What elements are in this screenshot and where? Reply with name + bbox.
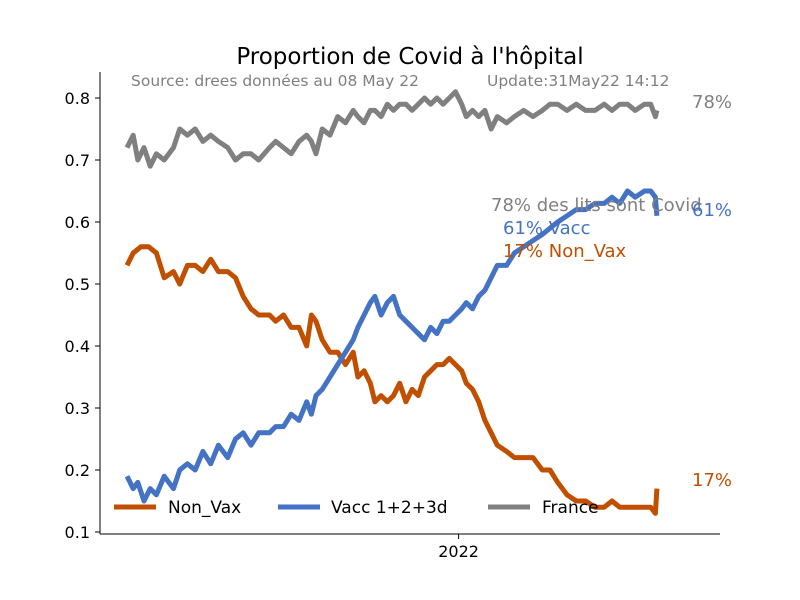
y-tick-label: 0.3 xyxy=(65,399,90,418)
legend-item-vacc: Vacc 1+2+3d xyxy=(278,498,448,518)
plot-lines xyxy=(124,89,660,516)
legend-item-nonvax: Non_Vax xyxy=(114,498,241,518)
x-axis: 2022 xyxy=(100,533,720,561)
y-tick-label: 0.5 xyxy=(65,275,90,294)
y-axis: 0.1 0.2 0.3 0.4 0.5 0.6 0.7 0.8 xyxy=(65,72,101,542)
x-tick-label: 2022 xyxy=(438,542,479,561)
source-text: Source: drees données au 08 May 22 xyxy=(131,72,419,90)
france-end-label: 78% xyxy=(692,92,732,113)
nonvax-end-label: 17% xyxy=(692,470,732,491)
series-line-nonvax xyxy=(124,244,660,516)
y-tick-label: 0.8 xyxy=(65,89,90,108)
annotations: 78% des lits sont Covid 61% Vacc 17% Non… xyxy=(491,92,732,491)
vacc-end-label: 61% xyxy=(692,200,732,221)
y-tick-label: 0.2 xyxy=(65,461,90,480)
update-text: Update:31May22 14:12 xyxy=(487,72,669,90)
chart-title: Proportion de Covid à l'hôpital xyxy=(236,44,583,70)
legend-label-vacc: Vacc 1+2+3d xyxy=(331,498,448,518)
series-line-vacc xyxy=(124,188,660,504)
legend-label-france: France xyxy=(542,498,599,518)
nonvax-annotation: 17% Non_Vax xyxy=(503,241,627,262)
vacc-annotation: 61% Vacc xyxy=(503,218,590,239)
series-line-france xyxy=(124,89,660,169)
y-tick-label: 0.6 xyxy=(65,213,90,232)
lits-annotation: 78% des lits sont Covid xyxy=(491,195,702,216)
legend: Non_Vax Vacc 1+2+3d France xyxy=(114,498,599,518)
legend-label-nonvax: Non_Vax xyxy=(168,498,241,518)
y-tick-label: 0.1 xyxy=(65,523,90,542)
y-tick-label: 0.4 xyxy=(65,337,90,356)
legend-item-france: France xyxy=(488,498,599,518)
y-tick-label: 0.7 xyxy=(65,151,90,170)
